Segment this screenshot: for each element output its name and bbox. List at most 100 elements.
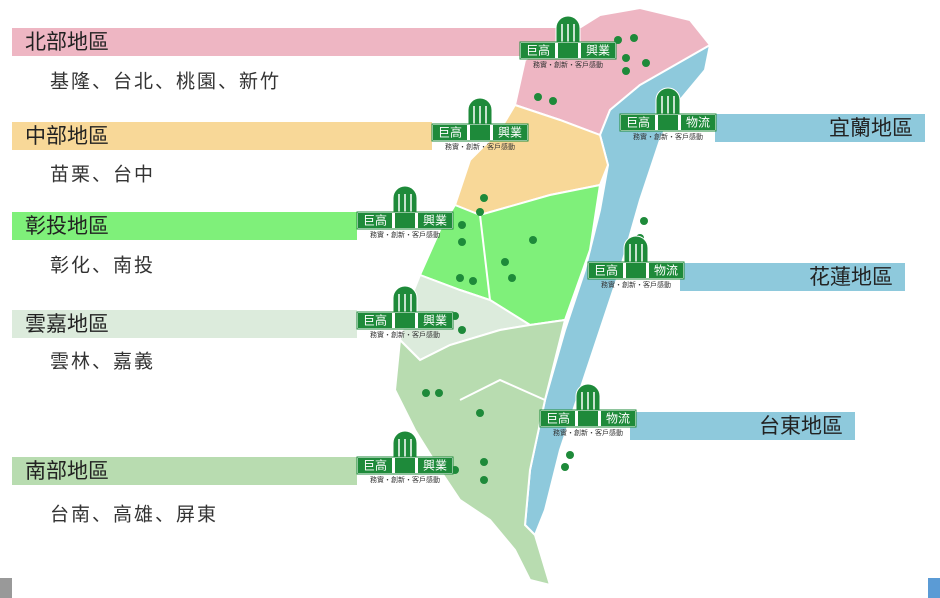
logo-box-right (681, 115, 715, 130)
logo-box-right (418, 458, 452, 473)
logo-division: 物流 (686, 116, 710, 130)
region-cities: 苗栗、台中 (50, 164, 155, 186)
county-border (479, 214, 491, 301)
region-name: 北部地區 (25, 30, 109, 54)
logo-box-mid (470, 125, 490, 140)
region-name: 雲嘉地區 (25, 312, 109, 336)
dot (480, 476, 488, 484)
logo-box-left (358, 313, 392, 328)
logo-brand: 巨高 (594, 263, 618, 278)
logo-slogan: 務實・創新・客戶感動 (370, 230, 440, 239)
dot (622, 54, 630, 62)
logo-division: 物流 (654, 264, 678, 278)
logo-box-left (621, 115, 655, 130)
region-name: 南部地區 (25, 459, 109, 483)
dot (508, 274, 516, 282)
region-cities: 台南、高雄、屏東 (50, 504, 218, 526)
region-name: 台東地區 (759, 414, 843, 438)
logo-slogan: 務實・創新・客戶感動 (370, 330, 440, 339)
logo-box-right (493, 125, 527, 140)
region-cities: 基隆、台北、桃園、新竹 (50, 71, 281, 93)
county-border (459, 378, 546, 401)
logo-box-mid (658, 115, 678, 130)
logo-box-mid (626, 263, 646, 278)
logo-box-left (541, 411, 575, 426)
dot (469, 277, 477, 285)
region-cities: 彰化、南投 (50, 255, 155, 277)
region-bar (680, 263, 905, 291)
region-bar (12, 457, 357, 485)
logo-box-right (581, 43, 615, 58)
dot (566, 451, 574, 459)
logo-box-left (358, 213, 392, 228)
dot (422, 389, 430, 397)
logo-box-mid (395, 213, 415, 228)
logo-box-mid (578, 411, 598, 426)
logo-box-mid (395, 458, 415, 473)
dot (476, 409, 484, 417)
dot (561, 463, 569, 471)
logo-box-left (521, 43, 555, 58)
region-name: 宜蘭地區 (829, 116, 913, 140)
logo-slogan: 務實・創新・客戶感動 (633, 132, 703, 141)
dot (458, 326, 466, 334)
logo-brand: 巨高 (363, 213, 387, 228)
logo-brand: 巨高 (526, 43, 550, 58)
dot (642, 59, 650, 67)
dot (529, 236, 537, 244)
region-bar (12, 310, 357, 338)
logo-box-mid (395, 313, 415, 328)
logo-box-mid (558, 43, 578, 58)
corner-mark (0, 578, 12, 598)
dot (458, 238, 466, 246)
logo-division: 興業 (586, 44, 610, 58)
logo-slogan: 務實・創新・客戶感動 (553, 428, 623, 437)
region-bar (715, 114, 925, 142)
region-bar (630, 412, 855, 440)
logo-division: 興業 (423, 459, 447, 473)
logo-box-right (649, 263, 683, 278)
dot (476, 208, 484, 216)
logo-slogan: 務實・創新・客戶感動 (370, 475, 440, 484)
corner-mark (928, 578, 940, 598)
logo-brand: 巨高 (438, 125, 462, 140)
logo-slogan: 務實・創新・客戶感動 (533, 60, 603, 69)
dot (622, 67, 630, 75)
dot (501, 258, 509, 266)
dot (534, 93, 542, 101)
logo-division: 興業 (498, 126, 522, 140)
logo-slogan: 務實・創新・客戶感動 (601, 280, 671, 289)
dot (549, 97, 557, 105)
region-bar (12, 212, 357, 240)
logo-division: 興業 (423, 314, 447, 328)
logo-brand: 巨高 (546, 411, 570, 426)
dot (480, 458, 488, 466)
logo-slogan: 務實・創新・客戶感動 (445, 142, 515, 151)
logo-box-right (601, 411, 635, 426)
logo-brand: 巨高 (626, 115, 650, 130)
logo-box-left (589, 263, 623, 278)
region-name: 中部地區 (25, 124, 109, 148)
dot (630, 34, 638, 42)
logo-box-left (358, 458, 392, 473)
logo-brand: 巨高 (363, 313, 387, 328)
dot (435, 389, 443, 397)
logo-division: 物流 (606, 412, 630, 426)
logo-brand: 巨高 (363, 458, 387, 473)
dot (640, 217, 648, 225)
logo-box-right (418, 213, 452, 228)
region-name: 花蓮地區 (809, 265, 893, 289)
region-bar (12, 28, 602, 56)
logo-division: 興業 (423, 214, 447, 228)
dot (458, 221, 466, 229)
region-cities: 雲林、嘉義 (50, 351, 155, 373)
